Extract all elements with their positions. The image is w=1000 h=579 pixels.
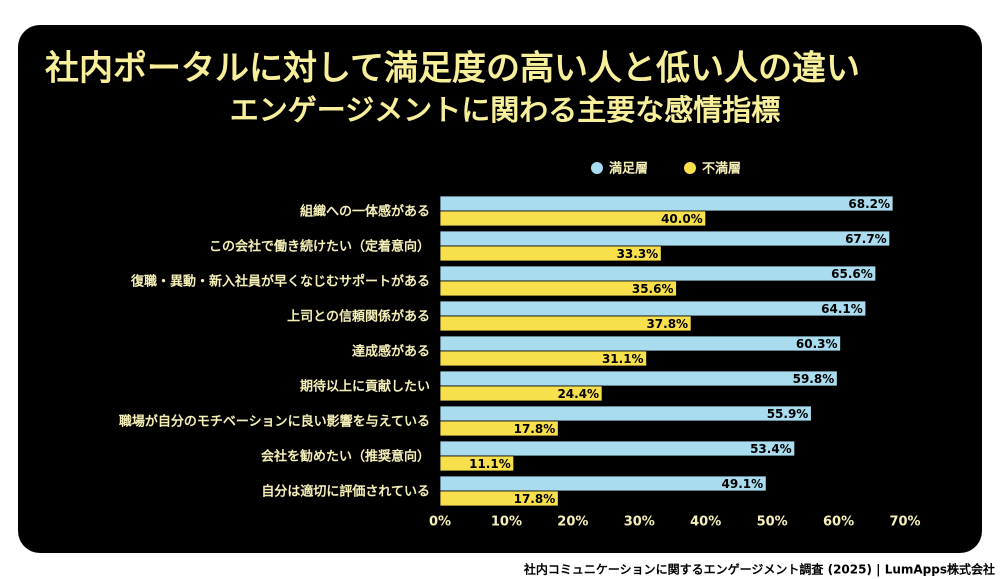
y-tick-label: 会社を勧めたい（推奨意向）	[261, 449, 430, 465]
value-label: 40.0%	[661, 212, 703, 226]
legend-swatch	[591, 162, 603, 174]
x-tick-label: 50%	[757, 515, 788, 530]
value-label: 59.8%	[793, 372, 835, 386]
bar	[439, 420, 559, 437]
legend-swatch	[684, 162, 696, 174]
bar	[439, 300, 867, 317]
value-label: 37.8%	[646, 317, 688, 331]
value-label: 35.6%	[632, 282, 674, 296]
bar	[439, 265, 877, 282]
value-label: 31.1%	[602, 352, 644, 366]
x-tick-label: 30%	[624, 515, 655, 530]
value-label: 17.8%	[514, 422, 556, 436]
bar	[439, 350, 647, 367]
value-label: 17.8%	[514, 492, 556, 506]
source: 社内コミュニケーションに関するエンゲージメント調査 (2025) | LumAp…	[523, 562, 995, 577]
y-tick-label: 自分は適切に評価されている	[261, 484, 430, 500]
bar	[439, 370, 838, 387]
y-tick-label: 期待以上に貢献したい	[300, 379, 430, 395]
y-tick-label: 達成感がある	[352, 344, 430, 360]
y-tick-label: 復職・異動・新入社員が早くなじむサポートがある	[130, 274, 430, 290]
value-label: 49.1%	[722, 477, 764, 491]
bar	[439, 490, 559, 507]
legend-label: 不満層	[702, 161, 741, 177]
bar	[439, 195, 894, 212]
value-label: 11.1%	[469, 457, 511, 471]
chart-title: 社内ポータルに対して満足度の高い人と低い人の違い	[45, 49, 860, 89]
value-label: 60.3%	[796, 337, 838, 351]
bar	[439, 230, 891, 247]
value-label: 24.4%	[557, 387, 599, 401]
bar	[439, 405, 812, 422]
value-label: 67.7%	[845, 232, 887, 246]
y-tick-label: この会社で働き続けたい（定着意向）	[209, 239, 430, 255]
value-label: 65.6%	[831, 267, 873, 281]
x-tick-label: 70%	[889, 515, 920, 530]
value-label: 55.9%	[767, 407, 809, 421]
bar	[439, 455, 515, 472]
bar	[439, 440, 796, 457]
value-label: 68.2%	[848, 197, 890, 211]
bar	[439, 245, 662, 262]
legend-label: 満足層	[609, 161, 648, 177]
bar	[439, 475, 767, 492]
y-tick-label: 組織への一体感がある	[300, 204, 430, 220]
y-tick-label: 上司との信頼関係がある	[287, 309, 430, 325]
y-tick-label: 職場が自分のモチベーションに良い影響を与えている	[119, 414, 430, 430]
bar	[439, 210, 707, 227]
x-tick-label: 10%	[491, 515, 522, 530]
value-label: 53.4%	[750, 442, 792, 456]
value-label: 64.1%	[821, 302, 863, 316]
bar	[439, 280, 677, 297]
bar	[439, 315, 692, 332]
value-label: 33.3%	[617, 247, 659, 261]
x-tick-label: 40%	[690, 515, 721, 530]
x-tick-label: 0%	[429, 515, 451, 530]
x-tick-label: 20%	[557, 515, 588, 530]
chart-subtitle: エンゲージメントに関わる主要な感情指標	[230, 93, 780, 127]
x-tick-label: 60%	[823, 515, 854, 530]
bar	[439, 385, 603, 402]
bar	[439, 335, 841, 352]
